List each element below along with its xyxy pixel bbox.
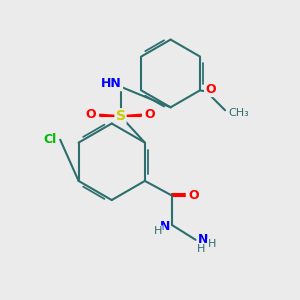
Text: O: O (145, 108, 155, 121)
Text: O: O (189, 189, 200, 202)
Text: H: H (154, 226, 162, 236)
Text: N: N (160, 220, 170, 233)
Text: H: H (197, 244, 205, 254)
Text: O: O (205, 83, 216, 96)
Text: O: O (86, 108, 96, 121)
Text: H: H (208, 239, 216, 249)
Text: S: S (116, 109, 126, 123)
Text: HN: HN (101, 77, 122, 90)
Text: Cl: Cl (43, 133, 56, 146)
Text: CH₃: CH₃ (228, 108, 249, 118)
Text: N: N (198, 233, 208, 246)
